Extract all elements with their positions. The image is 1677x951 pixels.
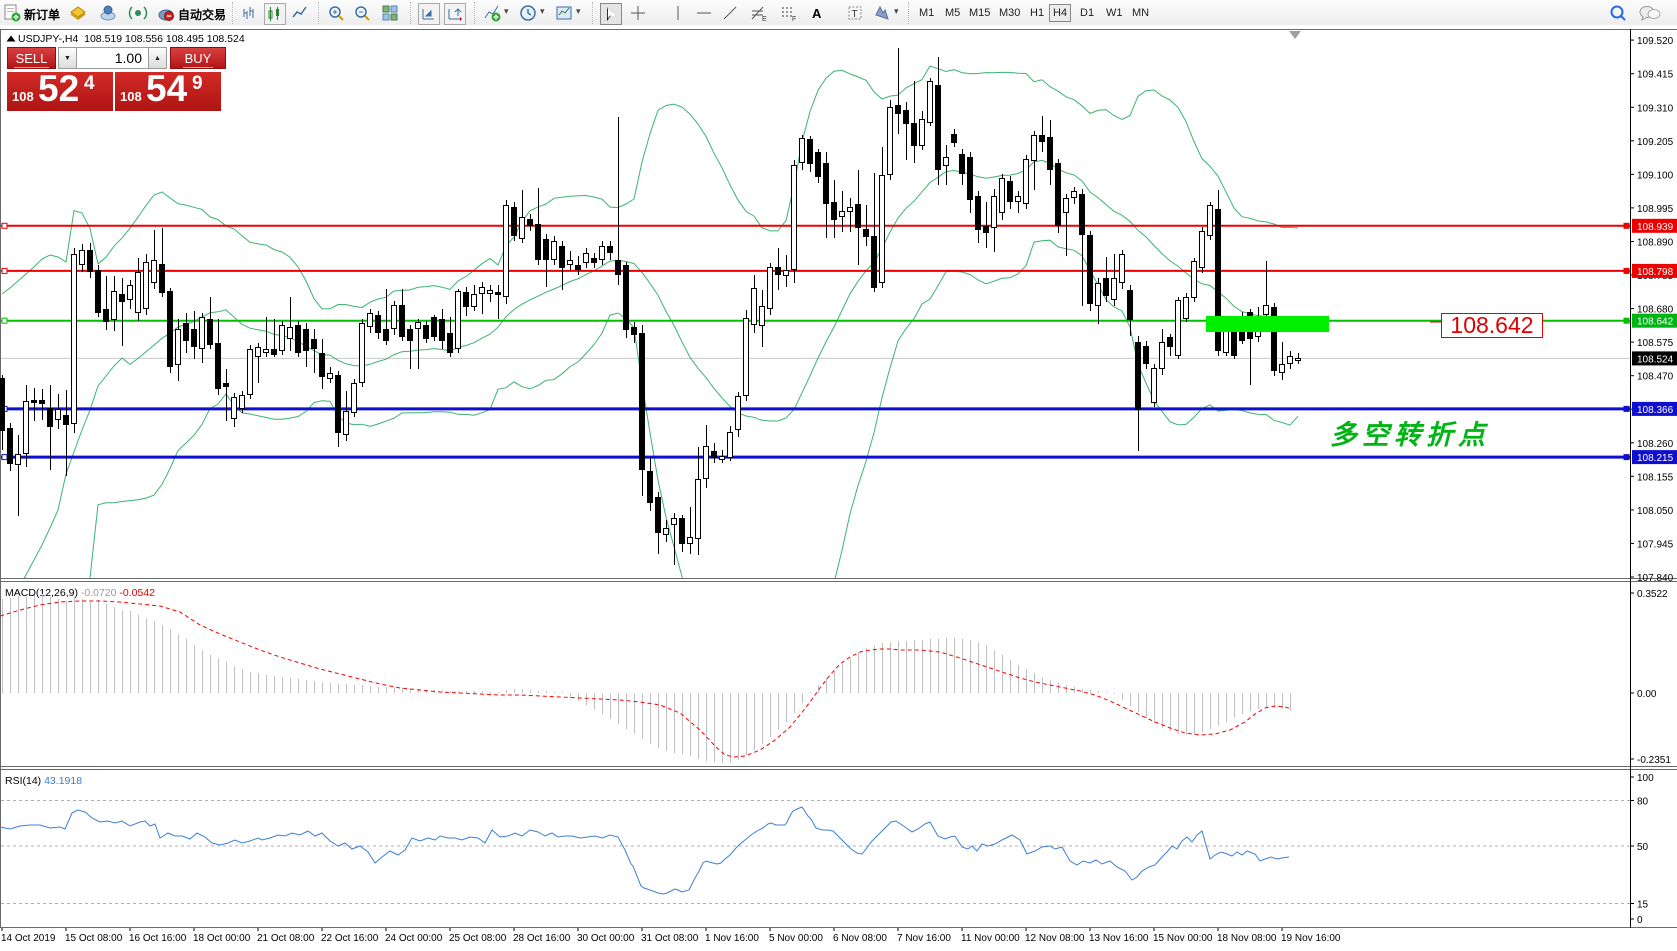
svg-text:108.215: 108.215 <box>1637 453 1674 464</box>
svg-text:22 Oct 16:00: 22 Oct 16:00 <box>321 933 379 944</box>
svg-text:16 Oct 16:00: 16 Oct 16:00 <box>129 933 187 944</box>
svg-text:108.155: 108.155 <box>1637 472 1674 483</box>
svg-text:1 Nov 16:00: 1 Nov 16:00 <box>705 933 759 944</box>
svg-text:-0.2351: -0.2351 <box>1637 755 1671 766</box>
svg-text:108.890: 108.890 <box>1637 238 1674 249</box>
svg-text:108.575: 108.575 <box>1637 338 1674 349</box>
svg-text:109.520: 109.520 <box>1637 36 1674 47</box>
svg-text:RSI(14) 43.1918: RSI(14) 43.1918 <box>5 775 82 787</box>
svg-text:108.050: 108.050 <box>1637 506 1674 517</box>
svg-text:31 Oct 08:00: 31 Oct 08:00 <box>641 933 699 944</box>
svg-text:108.642: 108.642 <box>1637 317 1674 328</box>
svg-text:13 Nov 16:00: 13 Nov 16:00 <box>1089 933 1149 944</box>
svg-text:MACD(12,26,9) -0.0720 -0.0542: MACD(12,26,9) -0.0720 -0.0542 <box>5 587 155 599</box>
svg-text:108.366: 108.366 <box>1637 405 1674 416</box>
svg-text:USDJPY-,H4 108.519 108.556 10: USDJPY-,H4 108.519 108.556 108.495 108.5… <box>18 33 245 45</box>
svg-text:30 Oct 00:00: 30 Oct 00:00 <box>577 933 635 944</box>
svg-text:28 Oct 16:00: 28 Oct 16:00 <box>513 933 571 944</box>
svg-text:108.939: 108.939 <box>1637 222 1674 233</box>
svg-text:50: 50 <box>1637 842 1649 853</box>
svg-text:21 Oct 08:00: 21 Oct 08:00 <box>257 933 315 944</box>
svg-text:0: 0 <box>1637 915 1643 926</box>
svg-text:109.310: 109.310 <box>1637 103 1674 114</box>
svg-text:15 Oct 08:00: 15 Oct 08:00 <box>65 933 123 944</box>
svg-text:15: 15 <box>1637 900 1649 911</box>
svg-text:多空转折点: 多空转折点 <box>1330 420 1490 450</box>
svg-text:108.260: 108.260 <box>1637 439 1674 450</box>
svg-text:100: 100 <box>1637 773 1654 784</box>
svg-text:108.642: 108.642 <box>1450 312 1533 338</box>
svg-text:109.100: 109.100 <box>1637 170 1674 181</box>
svg-text:0.00: 0.00 <box>1637 689 1657 700</box>
svg-text:25 Oct 08:00: 25 Oct 08:00 <box>449 933 507 944</box>
svg-text:18 Oct 00:00: 18 Oct 00:00 <box>193 933 251 944</box>
svg-text:6 Nov 08:00: 6 Nov 08:00 <box>833 933 887 944</box>
svg-text:108.680: 108.680 <box>1637 305 1674 316</box>
svg-text:80: 80 <box>1637 797 1649 808</box>
svg-text:7 Nov 16:00: 7 Nov 16:00 <box>897 933 951 944</box>
svg-text:108.470: 108.470 <box>1637 372 1674 383</box>
svg-text:E: E <box>762 16 767 23</box>
svg-text:109.415: 109.415 <box>1637 70 1674 81</box>
svg-text:107.840: 107.840 <box>1637 573 1674 584</box>
svg-text:11 Nov 00:00: 11 Nov 00:00 <box>961 933 1020 944</box>
svg-text:0.3522: 0.3522 <box>1637 589 1668 600</box>
svg-text:T: T <box>852 9 858 20</box>
svg-text:12 Nov 08:00: 12 Nov 08:00 <box>1025 933 1085 944</box>
svg-text:18 Nov 08:00: 18 Nov 08:00 <box>1217 933 1277 944</box>
svg-text:15 Nov 00:00: 15 Nov 00:00 <box>1153 933 1213 944</box>
svg-text:109.205: 109.205 <box>1637 137 1674 148</box>
svg-text:108.995: 108.995 <box>1637 204 1674 215</box>
svg-text:24 Oct 00:00: 24 Oct 00:00 <box>385 933 443 944</box>
svg-text:F: F <box>792 16 796 23</box>
svg-text:5 Nov 00:00: 5 Nov 00:00 <box>769 933 823 944</box>
svg-text:108.798: 108.798 <box>1637 267 1674 278</box>
svg-text:14 Oct 2019: 14 Oct 2019 <box>1 933 56 944</box>
svg-text:19 Nov 16:00: 19 Nov 16:00 <box>1281 933 1341 944</box>
svg-text:108.524: 108.524 <box>1637 354 1674 365</box>
svg-text:107.945: 107.945 <box>1637 539 1674 550</box>
